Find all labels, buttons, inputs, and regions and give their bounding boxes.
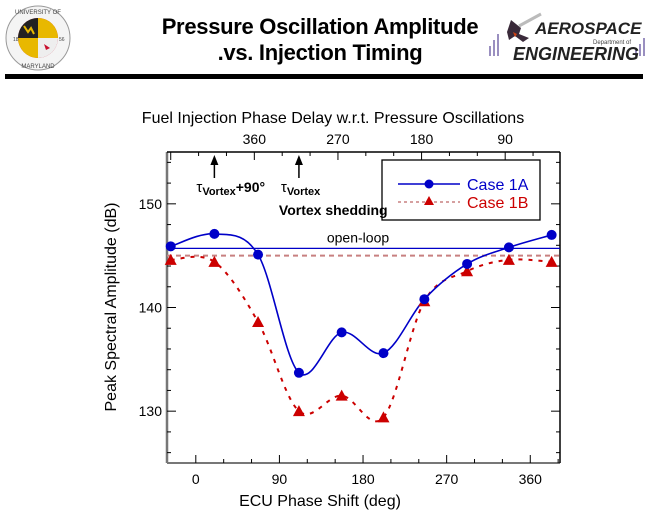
umd-year-left: 18 bbox=[13, 37, 19, 43]
data-point-case-1a bbox=[546, 229, 557, 240]
aero-logo-line-2: Department of bbox=[593, 40, 631, 46]
annotation-arrow-head-icon bbox=[210, 155, 219, 165]
slide-title-line-1: Pressure Oscillation Amplitude bbox=[161, 14, 479, 39]
data-point-case-1b bbox=[252, 316, 265, 328]
data-point-case-1a bbox=[462, 258, 473, 269]
annotation-tau-vortex-plus-90: τVortex+90° bbox=[196, 179, 265, 198]
y-tick-label: 140 bbox=[139, 300, 163, 316]
data-point-case-1a bbox=[209, 228, 220, 239]
top-tick-label: 360 bbox=[243, 131, 267, 147]
legend-marker-case-1b bbox=[424, 196, 434, 205]
series-line-case-1b bbox=[170, 255, 552, 423]
x-tick-label: 0 bbox=[192, 471, 200, 487]
aero-logo-line-3: ENGINEERING bbox=[513, 44, 639, 64]
legend-marker-case-1a bbox=[424, 179, 434, 189]
x-tick-label: 270 bbox=[435, 471, 459, 487]
top-axis-title: Fuel Injection Phase Delay w.r.t. Pressu… bbox=[142, 110, 524, 127]
top-tick-label: 90 bbox=[497, 131, 513, 147]
data-point-case-1b bbox=[208, 255, 221, 267]
umd-year-right: 56 bbox=[59, 37, 65, 43]
x-tick-label: 90 bbox=[272, 471, 288, 487]
slide-title: Pressure Oscillation Amplitude .vs. Inje… bbox=[100, 14, 540, 66]
header-divider bbox=[5, 74, 643, 79]
x-tick-label: 180 bbox=[351, 471, 375, 487]
aerospace-engineering-logo-icon: AEROSPACE Department of ENGINEERING bbox=[489, 12, 645, 64]
data-point-case-1a bbox=[165, 241, 176, 252]
data-point-case-1b bbox=[377, 411, 390, 423]
series-line-case-1a bbox=[170, 233, 552, 376]
data-point-case-1b bbox=[545, 255, 558, 267]
annotation-tau-vortex: τVortex bbox=[281, 179, 321, 198]
open-loop-label: open-loop bbox=[327, 229, 389, 245]
annotation-arrow-head-icon bbox=[294, 155, 303, 165]
data-point-case-1a bbox=[378, 348, 389, 359]
x-tick-label: 360 bbox=[519, 471, 543, 487]
data-point-case-1b bbox=[292, 405, 305, 417]
umd-ring-text-bottom: MARYLAND bbox=[21, 64, 55, 70]
slide-title-line-2: .vs. Injection Timing bbox=[217, 40, 423, 65]
data-point-case-1a bbox=[503, 242, 514, 253]
data-point-case-1a bbox=[253, 249, 264, 260]
data-point-case-1a bbox=[293, 367, 304, 378]
top-tick-label: 270 bbox=[326, 131, 350, 147]
data-point-case-1a bbox=[336, 327, 347, 338]
annotation-vortex-shedding: Vortex shedding bbox=[279, 202, 388, 218]
legend-label-case-1a: Case 1A bbox=[467, 177, 529, 194]
data-point-case-1b bbox=[502, 253, 515, 265]
y-tick-label: 150 bbox=[139, 196, 163, 212]
aero-logo-line-1: AEROSPACE bbox=[534, 19, 642, 38]
data-point-case-1b bbox=[461, 265, 474, 277]
legend-box bbox=[381, 159, 541, 221]
y-tick-label: 130 bbox=[139, 403, 163, 419]
top-tick-label: 180 bbox=[410, 131, 434, 147]
y-axis-label: Peak Spectral Amplitude (dB) bbox=[103, 203, 120, 412]
data-point-case-1a bbox=[419, 294, 430, 305]
legend-label-case-1b: Case 1B bbox=[467, 195, 528, 212]
x-axis-label: ECU Phase Shift (deg) bbox=[239, 493, 401, 510]
data-point-case-1b bbox=[335, 389, 348, 401]
umd-ring-text-top: UNIVERSITY OF bbox=[15, 10, 61, 16]
data-point-case-1b bbox=[164, 253, 177, 265]
university-of-maryland-seal-icon: UNIVERSITY OF MARYLAND 18 56 bbox=[5, 5, 71, 71]
